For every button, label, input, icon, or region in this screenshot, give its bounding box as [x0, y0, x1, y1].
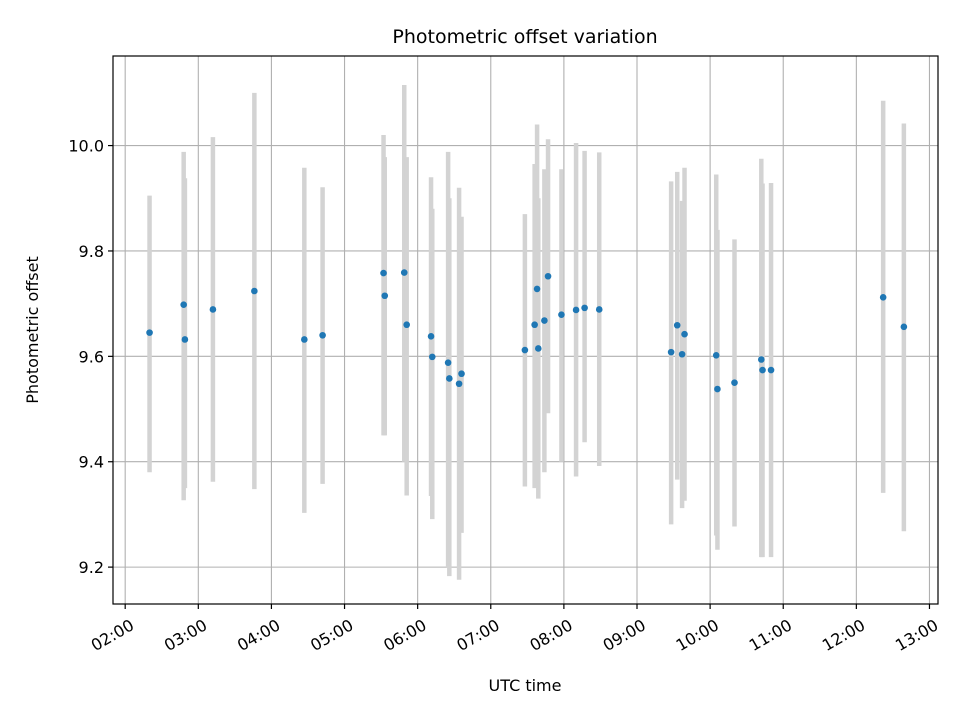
- data-point: [181, 336, 189, 343]
- y-tick-label: 9.6: [79, 347, 104, 366]
- x-tick-label: 11:00: [746, 615, 795, 655]
- data-point: [403, 321, 410, 329]
- data-point: [572, 306, 580, 314]
- data-point: [521, 346, 529, 354]
- x-tick-label: 13:00: [892, 615, 941, 655]
- data-point: [681, 330, 688, 338]
- data-point: [767, 366, 775, 374]
- y-axis-ticks: 9.2 9.4 9.6 9.8 10.0: [68, 137, 113, 577]
- data-point: [541, 317, 548, 324]
- x-axis-ticks: 02:00 03:00 04:00 05:00 06:00 07:00 08:00 09:00…: [88, 604, 941, 655]
- y-tick-label: 9.2: [79, 558, 104, 577]
- data-point: [595, 306, 603, 313]
- x-tick-label: 07:00: [453, 615, 502, 655]
- data-point: [319, 331, 326, 339]
- data-point: [714, 385, 721, 393]
- data-point: [146, 329, 153, 336]
- x-tick-label: 04:00: [234, 615, 283, 655]
- data-point: [444, 359, 452, 366]
- plot-frame: [112, 55, 939, 605]
- x-axis-label: UTC time: [489, 676, 562, 695]
- chart-title: Photometric offset variation: [392, 26, 657, 48]
- data-point: [731, 379, 738, 386]
- data-point: [455, 380, 463, 388]
- data-point: [251, 287, 258, 295]
- x-tick-label: 02:00: [88, 615, 137, 655]
- data-point: [581, 304, 588, 312]
- data-point: [428, 353, 436, 361]
- y-tick-label: 10.0: [68, 137, 104, 156]
- x-tick-label: 12:00: [819, 615, 868, 655]
- data-points: [146, 269, 908, 393]
- data-point: [427, 333, 435, 340]
- x-tick-label: 09:00: [600, 615, 649, 655]
- data-point: [678, 350, 686, 358]
- data-point: [900, 323, 908, 331]
- data-point: [458, 370, 465, 378]
- data-point: [558, 311, 565, 319]
- error-bars: [147, 84, 907, 580]
- x-tick-label: 05:00: [307, 615, 356, 655]
- data-point: [712, 351, 720, 359]
- x-tick-label: 06:00: [380, 615, 429, 655]
- x-tick-label: 03:00: [161, 615, 210, 655]
- data-point: [400, 269, 408, 276]
- data-point: [534, 345, 542, 352]
- y-axis-label: Photometric offset: [23, 256, 42, 404]
- data-point: [180, 301, 187, 309]
- data-point: [209, 306, 217, 313]
- data-point: [759, 366, 766, 374]
- data-point: [446, 375, 453, 382]
- data-point: [380, 269, 387, 277]
- data-point: [544, 272, 552, 280]
- data-point: [667, 348, 675, 356]
- data-point: [533, 285, 541, 293]
- x-tick-label: 08:00: [526, 615, 575, 655]
- data-point: [758, 356, 765, 363]
- x-tick-label: 10:00: [673, 615, 722, 655]
- data-point: [381, 292, 389, 300]
- data-point: [531, 321, 538, 329]
- data-point: [879, 294, 887, 301]
- y-tick-label: 9.8: [79, 242, 104, 261]
- data-point: [673, 321, 681, 329]
- y-tick-label: 9.4: [79, 453, 104, 472]
- data-point: [301, 336, 308, 343]
